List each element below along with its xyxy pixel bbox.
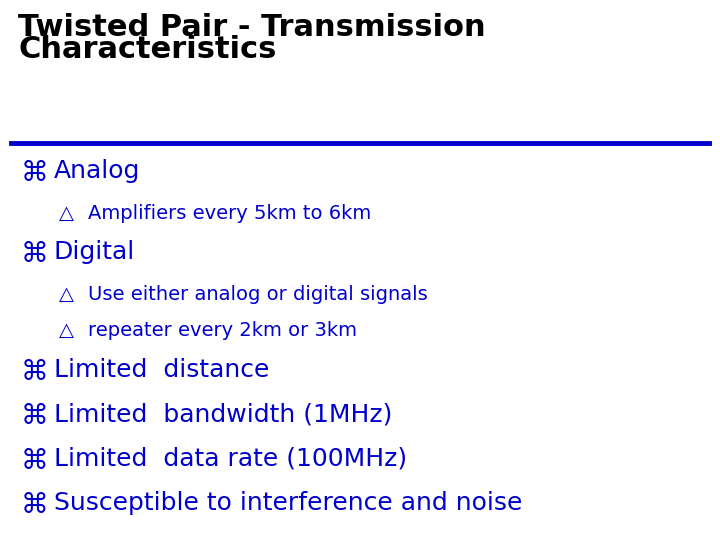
Text: Limited  distance: Limited distance: [54, 358, 269, 382]
Text: Susceptible to interference and noise: Susceptible to interference and noise: [54, 491, 523, 515]
Text: Limited  bandwidth (1MHz): Limited bandwidth (1MHz): [54, 402, 392, 426]
Text: Digital: Digital: [54, 240, 135, 264]
Text: ⌘: ⌘: [20, 447, 48, 475]
Text: Characteristics: Characteristics: [18, 35, 276, 64]
Text: △: △: [59, 321, 74, 340]
Text: △: △: [59, 204, 74, 222]
Text: ⌘: ⌘: [20, 159, 48, 187]
Text: Analog: Analog: [54, 159, 140, 183]
Text: ⌘: ⌘: [20, 358, 48, 386]
Text: Twisted Pair - Transmission: Twisted Pair - Transmission: [18, 14, 485, 43]
Text: repeater every 2km or 3km: repeater every 2km or 3km: [88, 321, 357, 340]
Text: Amplifiers every 5km to 6km: Amplifiers every 5km to 6km: [88, 204, 371, 222]
Text: ⌘: ⌘: [20, 402, 48, 430]
Text: ⌘: ⌘: [20, 240, 48, 268]
Text: ⌘: ⌘: [20, 491, 48, 519]
Text: Use either analog or digital signals: Use either analog or digital signals: [88, 285, 428, 303]
Text: △: △: [59, 285, 74, 303]
Text: Limited  data rate (100MHz): Limited data rate (100MHz): [54, 447, 407, 470]
